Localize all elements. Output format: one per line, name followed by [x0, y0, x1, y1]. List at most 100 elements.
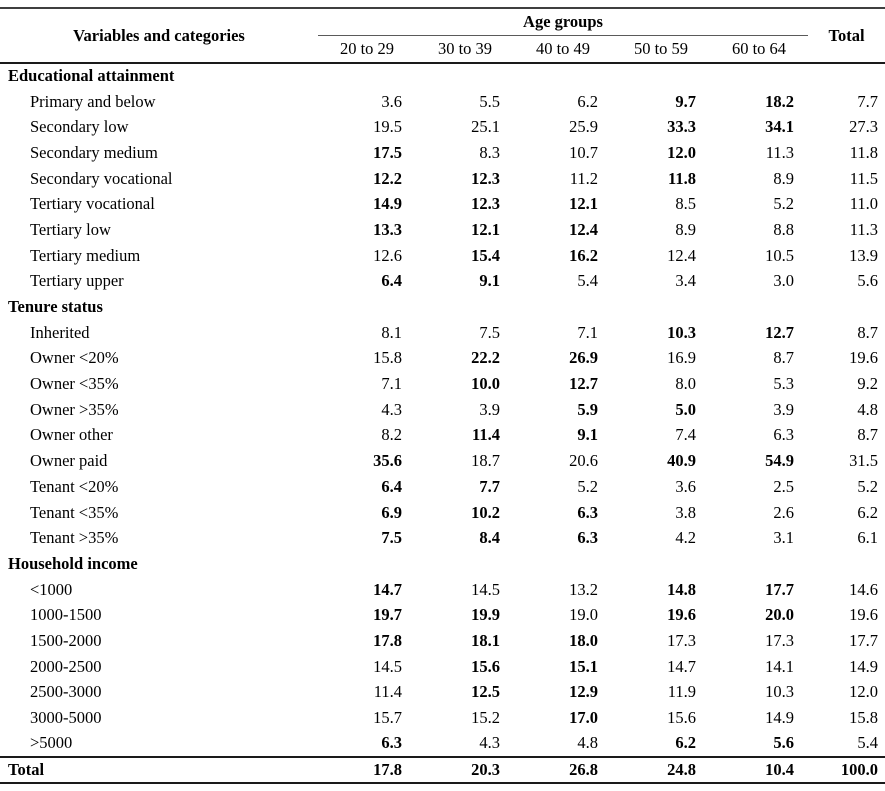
value-cell: 5.9	[577, 399, 598, 419]
category-label: Owner >35%	[30, 399, 119, 419]
value-cell: 2.6	[773, 502, 794, 522]
value-cell: 11.3	[849, 219, 878, 239]
table-row: Secondary vocational 12.2 12.3 11.2 11.8 8.9 1…	[0, 166, 885, 192]
value-cell: 4.8	[577, 733, 598, 753]
value-cell: 18.2	[765, 91, 794, 111]
value-cell: 19.6	[849, 348, 878, 368]
value-cell: 6.3	[577, 528, 598, 548]
value-cell: 8.9	[675, 219, 696, 239]
value-cell: 5.2	[857, 476, 878, 496]
value-cell: 5.5	[479, 91, 500, 111]
value-cell: 3.8	[675, 502, 696, 522]
value-cell: 15.6	[471, 656, 500, 676]
value-cell: 5.4	[577, 271, 598, 291]
table-row: Owner <35% 7.1 10.0 12.7 8.0 5.3 9.2	[0, 371, 885, 397]
value-cell: 7.4	[675, 425, 696, 445]
value-cell: 10.3	[667, 322, 696, 342]
value-cell: 6.4	[381, 271, 402, 291]
value-cell: 17.8	[318, 755, 416, 783]
category-label: 2000-2500	[30, 656, 102, 676]
value-cell: 15.6	[667, 708, 696, 728]
table-row: Tenant <20% 6.4 7.7 5.2 3.6 2.5 5.2	[0, 474, 885, 500]
value-cell: 15.2	[471, 708, 500, 728]
value-cell: 16.9	[667, 348, 696, 368]
value-cell: 18.0	[569, 630, 598, 650]
category-label: Tertiary vocational	[30, 194, 155, 214]
category-label: Secondary vocational	[30, 168, 173, 188]
value-cell: 18.7	[471, 451, 500, 471]
value-cell: 4.3	[381, 399, 402, 419]
value-cell: 5.4	[857, 733, 878, 753]
value-cell: 12.4	[569, 219, 598, 239]
category-label: Tertiary medium	[30, 245, 141, 265]
value-cell: 9.1	[479, 271, 500, 291]
value-cell: 9.1	[577, 425, 598, 445]
age-column-header-20-to-29: 20 to 29	[318, 35, 416, 64]
value-cell: 24.8	[612, 755, 710, 783]
value-cell: 54.9	[765, 451, 794, 471]
value-cell: 3.1	[773, 528, 794, 548]
value-cell: 11.3	[765, 142, 794, 162]
value-cell: 10.4	[710, 755, 808, 783]
table-row: <1000 14.7 14.5 13.2 14.8 17.7 14.6	[0, 577, 885, 603]
category-label: 2500-3000	[30, 682, 102, 702]
value-cell: 14.6	[849, 579, 878, 599]
value-cell: 17.5	[373, 142, 402, 162]
category-label: Tenant <35%	[30, 502, 119, 522]
value-cell: 8.4	[479, 528, 500, 548]
category-label: Tertiary upper	[30, 271, 124, 291]
section-title: Educational attainment	[8, 66, 175, 86]
value-cell: 5.2	[577, 476, 598, 496]
value-cell: 19.6	[849, 605, 878, 625]
value-cell: 7.1	[577, 322, 598, 342]
value-cell: 15.7	[373, 708, 402, 728]
section-title: Household income	[8, 553, 138, 573]
value-cell: 3.0	[773, 271, 794, 291]
value-cell: 14.9	[765, 708, 794, 728]
table-row: >5000 6.3 4.3 4.8 6.2 5.6 5.4	[0, 731, 885, 757]
value-cell: 14.9	[373, 194, 402, 214]
value-cell: 17.8	[373, 630, 402, 650]
value-cell: 12.1	[471, 219, 500, 239]
value-cell: 11.4	[373, 682, 402, 702]
value-cell: 3.6	[381, 91, 402, 111]
section-header-row: Tenure status	[0, 294, 885, 320]
value-cell: 14.8	[667, 579, 696, 599]
value-cell: 12.9	[569, 682, 598, 702]
value-cell: 22.2	[471, 348, 500, 368]
table-row: Tertiary low 13.3 12.1 12.4 8.9 8.8 11.3	[0, 217, 885, 243]
category-label: <1000	[30, 579, 73, 599]
value-cell: 15.4	[471, 245, 500, 265]
category-label: Owner paid	[30, 451, 108, 471]
value-cell: 8.0	[675, 374, 696, 394]
value-cell: 14.9	[849, 656, 878, 676]
table-row: Tenant <35% 6.9 10.2 6.3 3.8 2.6 6.2	[0, 500, 885, 526]
table-row: Tertiary upper 6.4 9.1 5.4 3.4 3.0 5.6	[0, 269, 885, 295]
value-cell: 14.5	[373, 656, 402, 676]
value-cell: 11.9	[667, 682, 696, 702]
value-cell: 34.1	[765, 117, 794, 137]
table-row: 2000-2500 14.5 15.6 15.1 14.7 14.1 14.9	[0, 654, 885, 680]
value-cell: 12.1	[569, 194, 598, 214]
value-cell: 2.5	[773, 476, 794, 496]
table-row: Primary and below 3.6 5.5 6.2 9.7 18.2 7.7	[0, 89, 885, 115]
value-cell: 19.5	[373, 117, 402, 137]
value-cell: 14.7	[667, 656, 696, 676]
value-cell: 5.6	[857, 271, 878, 291]
value-cell: 8.7	[857, 322, 878, 342]
value-cell: 7.5	[479, 322, 500, 342]
variables-column-header: Variables and categories	[0, 8, 318, 64]
age-column-header-50-to-59: 50 to 59	[612, 35, 710, 64]
category-label: >5000	[30, 733, 73, 753]
value-cell: 18.1	[471, 630, 500, 650]
value-cell: 8.3	[479, 142, 500, 162]
value-cell: 20.0	[765, 605, 794, 625]
value-cell: 10.2	[471, 502, 500, 522]
value-cell: 7.7	[857, 91, 878, 111]
category-label: Inherited	[30, 322, 90, 342]
value-cell: 19.9	[471, 605, 500, 625]
table-header: Variables and categories Age groups Tota…	[0, 8, 885, 64]
category-label: Tenant <20%	[30, 476, 119, 496]
value-cell: 10.7	[569, 142, 598, 162]
